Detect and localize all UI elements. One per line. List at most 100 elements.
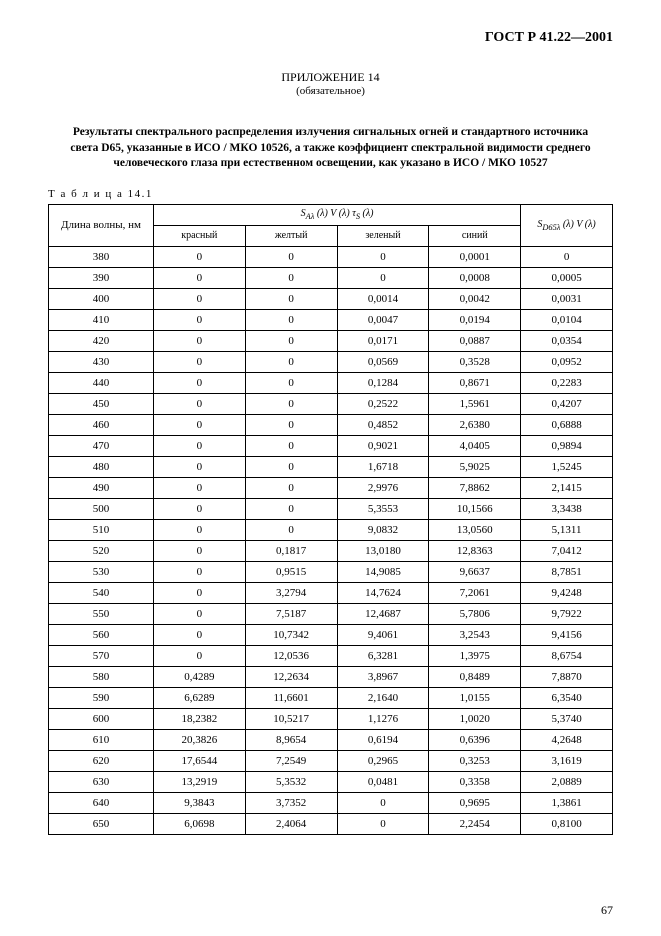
table-row: 3800000,00010 [49, 246, 613, 267]
cell-value: 3,3438 [521, 498, 613, 519]
table-row: 5906,628911,66012,16401,01556,3540 [49, 687, 613, 708]
page-number: 67 [601, 903, 613, 918]
cell-value: 0,9515 [245, 561, 337, 582]
table-row: 52000,181713,018012,83637,0412 [49, 540, 613, 561]
cell-value: 9,3843 [153, 792, 245, 813]
table-row: 490002,99767,88622,1415 [49, 477, 613, 498]
cell-value: 0 [153, 540, 245, 561]
cell-value: 0 [153, 582, 245, 603]
table-row: 55007,518712,46875,78069,7922 [49, 603, 613, 624]
cell-value: 0,0031 [521, 288, 613, 309]
cell-value: 8,9654 [245, 729, 337, 750]
table-row: 450000,25221,59610,4207 [49, 393, 613, 414]
cell-wavelength: 580 [49, 666, 154, 687]
table-row: 410000,00470,01940,0104 [49, 309, 613, 330]
table-label: Т а б л и ц а 14.1 [48, 188, 613, 200]
cell-wavelength: 460 [49, 414, 154, 435]
table-row: 54003,279414,76247,20619,4248 [49, 582, 613, 603]
table-row: 440000,12840,86710,2283 [49, 372, 613, 393]
cell-value: 5,3532 [245, 771, 337, 792]
cell-value: 1,6718 [337, 456, 429, 477]
cell-value: 3,8967 [337, 666, 429, 687]
header-green: зеленый [337, 225, 429, 246]
appendix-title: ПРИЛОЖЕНИЕ 14 [48, 70, 613, 85]
cell-value: 0 [153, 288, 245, 309]
cell-value: 0 [153, 372, 245, 393]
cell-value: 12,4687 [337, 603, 429, 624]
cell-value: 0,0887 [429, 330, 521, 351]
cell-value: 13,2919 [153, 771, 245, 792]
table-row: 53000,951514,90859,66378,7851 [49, 561, 613, 582]
cell-value: 17,6544 [153, 750, 245, 771]
cell-value: 14,7624 [337, 582, 429, 603]
header-formula-2: SD65λ (λ) V (λ) [521, 204, 613, 246]
cell-value: 1,0155 [429, 687, 521, 708]
cell-value: 0,2283 [521, 372, 613, 393]
cell-value: 0,1817 [245, 540, 337, 561]
cell-value: 0 [337, 813, 429, 834]
cell-wavelength: 640 [49, 792, 154, 813]
cell-wavelength: 430 [49, 351, 154, 372]
cell-value: 0,8489 [429, 666, 521, 687]
cell-value: 0,0047 [337, 309, 429, 330]
table-row: 460000,48522,63800,6888 [49, 414, 613, 435]
table-row: 480001,67185,90251,5245 [49, 456, 613, 477]
cell-value: 0 [153, 624, 245, 645]
cell-value: 10,1566 [429, 498, 521, 519]
cell-value: 0 [245, 288, 337, 309]
cell-wavelength: 590 [49, 687, 154, 708]
cell-value: 0 [521, 246, 613, 267]
cell-value: 0 [153, 330, 245, 351]
cell-value: 6,0698 [153, 813, 245, 834]
cell-value: 12,8363 [429, 540, 521, 561]
cell-value: 0 [245, 414, 337, 435]
header-formula-1: SAλ (λ) V (λ) τS (λ) [153, 204, 520, 225]
document-code: ГОСТ Р 41.22—2001 [48, 30, 613, 46]
cell-value: 0,4289 [153, 666, 245, 687]
cell-value: 0,2965 [337, 750, 429, 771]
cell-value: 12,0536 [245, 645, 337, 666]
cell-value: 0 [153, 246, 245, 267]
cell-wavelength: 390 [49, 267, 154, 288]
table-row: 6506,06982,406402,24540,8100 [49, 813, 613, 834]
cell-value: 0,0481 [337, 771, 429, 792]
cell-value: 0 [153, 351, 245, 372]
cell-value: 9,6637 [429, 561, 521, 582]
cell-value: 5,3553 [337, 498, 429, 519]
cell-value: 4,0405 [429, 435, 521, 456]
cell-value: 0 [245, 435, 337, 456]
cell-value: 0 [153, 498, 245, 519]
cell-value: 0,0952 [521, 351, 613, 372]
cell-value: 0 [153, 477, 245, 498]
cell-value: 8,7851 [521, 561, 613, 582]
cell-value: 1,3975 [429, 645, 521, 666]
cell-value: 10,7342 [245, 624, 337, 645]
cell-value: 9,4248 [521, 582, 613, 603]
header-yellow: желтый [245, 225, 337, 246]
cell-value: 0,2522 [337, 393, 429, 414]
cell-value: 9,7922 [521, 603, 613, 624]
cell-value: 8,6754 [521, 645, 613, 666]
cell-value: 0,4852 [337, 414, 429, 435]
cell-value: 7,8870 [521, 666, 613, 687]
cell-value: 2,2454 [429, 813, 521, 834]
table-row: 63013,29195,35320,04810,33582,0889 [49, 771, 613, 792]
table-row: 560010,73429,40613,25439,4156 [49, 624, 613, 645]
cell-wavelength: 440 [49, 372, 154, 393]
cell-value: 10,5217 [245, 708, 337, 729]
cell-value: 0,0001 [429, 246, 521, 267]
cell-value: 7,0412 [521, 540, 613, 561]
table-row: 570012,05366,32811,39758,6754 [49, 645, 613, 666]
cell-value: 7,2549 [245, 750, 337, 771]
table-row: 500005,355310,15663,3438 [49, 498, 613, 519]
cell-value: 0 [245, 393, 337, 414]
data-table: Длина волны, нм SAλ (λ) V (λ) τS (λ) SD6… [48, 204, 613, 835]
cell-wavelength: 500 [49, 498, 154, 519]
cell-wavelength: 450 [49, 393, 154, 414]
cell-wavelength: 650 [49, 813, 154, 834]
cell-value: 0 [337, 267, 429, 288]
cell-value: 0,9021 [337, 435, 429, 456]
cell-value: 0 [245, 330, 337, 351]
cell-value: 0,9695 [429, 792, 521, 813]
cell-value: 2,9976 [337, 477, 429, 498]
